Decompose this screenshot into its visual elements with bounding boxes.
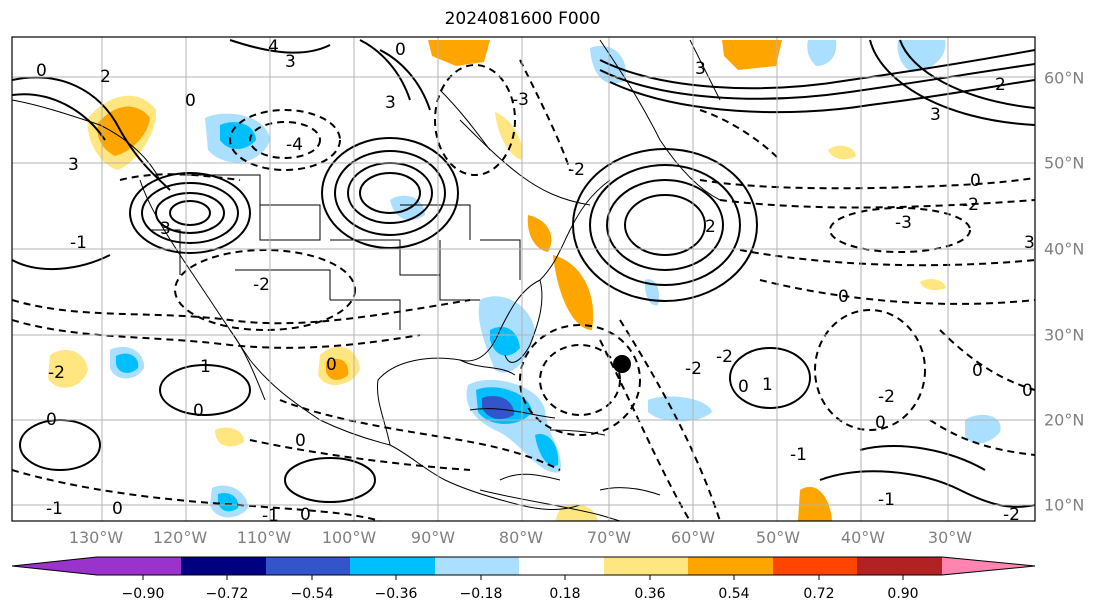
contour-label: 2 — [705, 217, 716, 237]
contour-label: 0 — [326, 355, 337, 375]
lon-label: 130°W — [68, 528, 124, 547]
lat-label: 50°N — [1044, 153, 1085, 173]
contour-label: -2 — [685, 359, 702, 379]
lat-label: 60°N — [1044, 68, 1085, 88]
lon-label: 110°W — [236, 528, 292, 547]
colorbar-segment — [857, 557, 942, 575]
storm-center-dot — [613, 355, 631, 373]
contour-label: -4 — [286, 135, 303, 155]
map-title: 2024081600 F000 — [444, 9, 601, 29]
contour-label: 0 — [395, 40, 406, 60]
map-frame — [11, 36, 1036, 522]
lon-label: 40°W — [840, 528, 886, 547]
contour-label: 0 — [112, 499, 123, 519]
colorbar-segment — [435, 557, 519, 575]
lon-label: 80°W — [498, 528, 544, 547]
contour-label: -2 — [962, 195, 979, 215]
contour-label: 3 — [385, 93, 396, 113]
contour-label: 0 — [36, 61, 47, 81]
lat-label: 30°N — [1044, 325, 1085, 345]
solid-contours — [12, 39, 1035, 508]
lon-label: 100°W — [321, 528, 377, 547]
contour-label: 0 — [300, 505, 311, 525]
colorbar-segment — [604, 557, 688, 575]
contour-label: 0 — [46, 410, 57, 430]
colorbar-segment — [181, 557, 266, 575]
lon-label: 50°W — [755, 528, 801, 547]
contour-label: 2 — [995, 75, 1006, 95]
colorbar-tick-label: −0.36 — [374, 586, 418, 602]
colorbar-tick-label: −0.18 — [459, 586, 503, 602]
contour-label: 1 — [762, 375, 773, 395]
contour-label: 0 — [972, 361, 983, 381]
lat-label: 40°N — [1044, 239, 1085, 259]
colorbar-ticks — [142, 575, 904, 580]
graticule — [12, 37, 1035, 521]
contour-label: 0 — [185, 91, 196, 111]
colorbar-tick-label: 0.72 — [803, 586, 835, 602]
colorbar-tick-label: 0.36 — [634, 586, 666, 602]
colorbar-tick-label: 0.90 — [887, 586, 919, 602]
contour-label: -2 — [716, 347, 733, 367]
lon-label: 120°W — [152, 528, 208, 547]
contour-label: -2 — [568, 160, 585, 180]
contour-label: -2 — [48, 363, 65, 383]
contour-label: -1 — [878, 490, 895, 510]
colorbar-outline — [11, 556, 1036, 576]
contour-label-group: 3 4 3 3 3 2 2 0 -2 -3 -4 3 0 2 0 0 3 -1 … — [36, 37, 1035, 526]
colorbar-tick-label: −0.54 — [290, 586, 334, 602]
contour-label: 3 — [1024, 233, 1035, 253]
lon-label: 60°W — [670, 528, 716, 547]
map-content: 3 4 3 3 3 2 2 0 -2 -3 -4 3 0 2 0 0 3 -1 … — [12, 37, 1035, 526]
contour-label: -2 — [253, 275, 270, 295]
colorbar-segment — [773, 557, 857, 575]
lat-label: 20°N — [1044, 410, 1085, 430]
colorbar-tick-label: 0.18 — [549, 586, 581, 602]
colorbar-tick-label: −0.90 — [121, 586, 165, 602]
contour-label: 4 — [268, 37, 279, 57]
contour-label: -1 — [790, 445, 807, 465]
contour-label: 2 — [100, 67, 111, 87]
colorbar-segment — [688, 557, 773, 575]
lon-label: 30°W — [927, 528, 973, 547]
contour-label: 0 — [193, 401, 204, 421]
contour-label: -1 — [70, 233, 87, 253]
colorbar-segment — [519, 557, 604, 575]
contour-label: 0 — [875, 413, 886, 433]
contour-label: 0 — [970, 171, 981, 191]
contour-label: 1 — [200, 357, 211, 377]
colorbar-segment — [942, 557, 1035, 575]
contour-label: -1 — [46, 499, 63, 519]
contour-label: 0 — [295, 431, 306, 451]
contour-label: -2 — [878, 387, 895, 407]
colorbar — [11, 556, 1036, 580]
contour-label: 0 — [838, 287, 849, 307]
contour-label: -3 — [895, 213, 912, 233]
contour-label: 0 — [1022, 381, 1033, 401]
contour-label: 3 — [285, 52, 296, 72]
contour-label: 3 — [695, 59, 706, 79]
coastlines — [12, 39, 721, 521]
contour-label: -3 — [512, 90, 529, 110]
contour-label: 0 — [738, 377, 749, 397]
colorbar-segment — [266, 557, 350, 575]
colorbar-segment — [350, 557, 435, 575]
colorbar-segment — [97, 557, 181, 575]
contour-label: 3 — [930, 105, 941, 125]
contour-label: -1 — [262, 506, 279, 526]
lon-label: 70°W — [586, 528, 632, 547]
lon-label: 90°W — [410, 528, 456, 547]
contour-label: -2 — [1003, 505, 1020, 525]
contour-label: 3 — [160, 219, 171, 239]
lat-label: 10°N — [1044, 495, 1085, 515]
dashed-contours — [12, 59, 1035, 521]
contour-label: 3 — [68, 155, 79, 175]
colorbar-tick-label: 0.54 — [718, 586, 750, 602]
colorbar-tick-label: −0.72 — [205, 586, 249, 602]
colorbar-segment — [12, 557, 97, 575]
